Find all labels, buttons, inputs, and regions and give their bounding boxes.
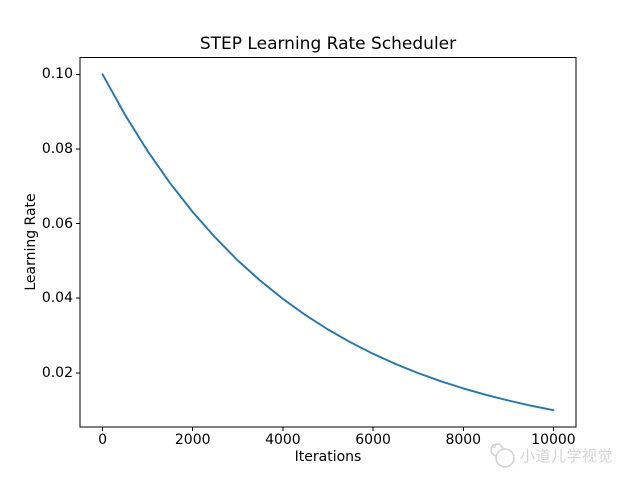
y-tick-label: 0.02 — [41, 364, 73, 381]
x-tick-label: 10000 — [531, 432, 576, 448]
plot-spines — [79, 57, 577, 428]
y-tick-label: 0.06 — [41, 215, 73, 232]
chart-title: STEP Learning Rate Scheduler — [199, 34, 457, 54]
x-tick-label: 8000 — [445, 432, 482, 448]
x-tick-label: 0 — [98, 432, 107, 448]
x-tick-label: 4000 — [265, 432, 301, 448]
y-tick-label: 0.04 — [41, 290, 73, 307]
y-axis-label: Learning Rate — [23, 193, 39, 291]
x-tick-label: 2000 — [174, 432, 211, 448]
watermark-logo-icon — [490, 443, 515, 468]
y-tick-label: 0.08 — [41, 140, 73, 157]
watermark-text: 小道儿学视觉 — [520, 446, 614, 465]
x-axis-label: Iterations — [294, 449, 362, 465]
y-tick-label: 0.10 — [41, 66, 73, 83]
x-tick-label: 6000 — [355, 432, 391, 448]
watermark: 小道儿学视觉 — [488, 440, 613, 470]
lr-curve-line — [101, 73, 555, 412]
